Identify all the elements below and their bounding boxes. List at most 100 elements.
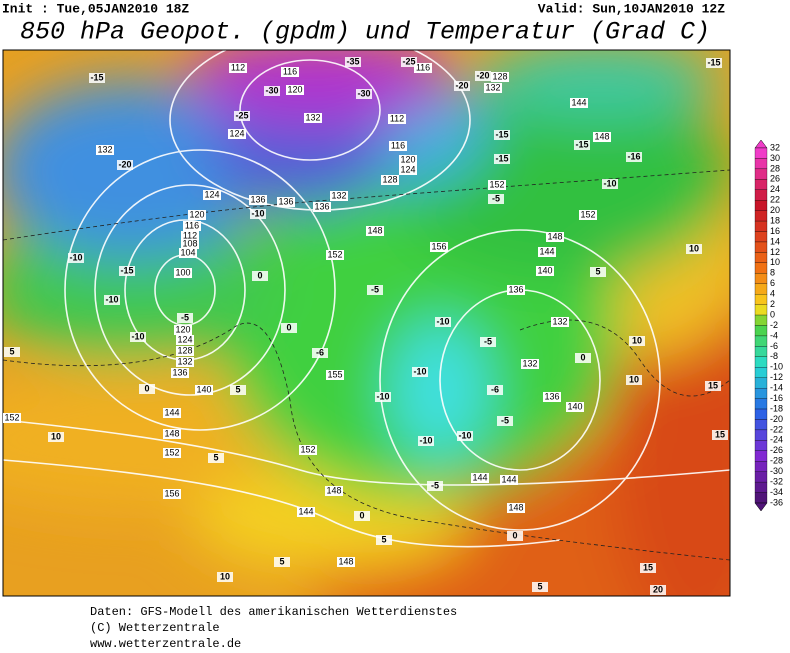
temperature-label-box [250, 209, 266, 219]
legend-swatch [754, 200, 768, 211]
temperature-label: -15 [90, 72, 103, 82]
geopotential-label: 116 [416, 62, 430, 72]
temperature-label: -5 [501, 415, 509, 425]
geopotential-label-box [579, 210, 597, 220]
geopotential-label: 132 [97, 144, 112, 154]
geopotential-label: 148 [326, 485, 341, 495]
legend-label: 28 [770, 163, 780, 173]
geopotential-label: 144 [539, 246, 554, 256]
map-title: 850 hPa Geopot. (gpdm) und Temperatur (G… [20, 18, 710, 47]
legend-label: -8 [770, 351, 778, 361]
geopotential-label: 116 [391, 140, 405, 150]
geopotential-label: 136 [544, 391, 559, 401]
geopotential-label-box [163, 489, 181, 499]
geopotential-label-box [304, 113, 322, 123]
temperature-label-box [104, 295, 120, 305]
legend-swatch [754, 481, 768, 493]
temperature-label-box [367, 285, 383, 295]
temperature-label-box [217, 572, 233, 582]
temperature-label-box [640, 563, 656, 573]
geopotential-label: 148 [508, 502, 523, 512]
geopotential-label-box [313, 202, 331, 212]
legend-label: 26 [770, 174, 780, 184]
geopotential-label-box [491, 72, 509, 82]
geopotential-label-box [3, 413, 21, 423]
geopotential-label: 136 [314, 201, 329, 211]
geopotential-label: 152 [300, 444, 315, 454]
geopotential-label-box [570, 98, 588, 108]
legend-label: 14 [770, 236, 780, 246]
legend-swatch [754, 429, 768, 441]
geopotential-label: 124 [400, 164, 415, 174]
temperature-label: -35 [346, 56, 359, 66]
temperature-label: -10 [131, 331, 144, 341]
temperature-label-box [208, 453, 224, 463]
geopotential-label: 148 [547, 231, 562, 241]
legend-swatch [754, 346, 768, 357]
temperature-label: 0 [286, 322, 291, 332]
legend-swatch [754, 367, 768, 378]
geopotential-label-box [181, 231, 199, 241]
geopotential-label: 112 [231, 62, 245, 72]
legend-label: -10 [770, 362, 783, 372]
geopotential-label: 120 [189, 209, 204, 219]
temperature-label: -10 [251, 208, 264, 218]
geopotential-label: 112 [390, 113, 404, 123]
legend-swatch [754, 210, 768, 222]
legend-swatch [754, 294, 768, 305]
temperature-label-box [494, 154, 510, 164]
temperature-label-box [230, 385, 246, 395]
legend-label: 10 [770, 257, 780, 267]
temperature-label: -10 [105, 294, 118, 304]
temperature-label: -10 [69, 252, 82, 262]
geopotential-label: 124 [229, 128, 244, 138]
legend-arrow-bottom [754, 502, 768, 512]
temperature-label-box [48, 432, 64, 442]
legend-swatch [754, 283, 768, 295]
temperature-label: -20 [476, 70, 489, 80]
temperature-label: 0 [512, 530, 517, 540]
temperature-label: -20 [455, 80, 468, 90]
geopotential-label-box [174, 325, 192, 335]
temperature-label-box [488, 194, 504, 204]
geopotential-label: 148 [594, 131, 609, 141]
legend-swatch [754, 189, 768, 201]
geopotential-label: 140 [567, 401, 582, 411]
legend-swatch [754, 262, 768, 274]
legend-swatch [754, 314, 768, 326]
geopotential-label: 120 [287, 84, 302, 94]
temperature-label: -10 [436, 316, 449, 326]
geopotential-label-box [183, 221, 201, 231]
geopotential-label: 128 [382, 174, 397, 184]
geopotential-label: 124 [204, 189, 219, 199]
geopotential-label-box [507, 285, 525, 295]
legend-swatch [754, 398, 768, 410]
legend-swatch [754, 440, 768, 451]
legend-label: 8 [770, 268, 775, 278]
temperature-label: -15 [707, 57, 720, 67]
temperature-label: -25 [402, 56, 415, 66]
legend-label: -32 [770, 476, 783, 486]
legend-label: -18 [770, 403, 783, 413]
temperature-label: -10 [413, 366, 426, 376]
legend-label: 0 [770, 309, 775, 319]
temperature-label-box [454, 81, 470, 91]
temperature-label: 10 [632, 335, 642, 345]
temperature-label-box [427, 481, 443, 491]
geopotential-label-box [326, 370, 344, 380]
legend-swatch [754, 356, 768, 368]
geopotential-label-box [203, 190, 221, 200]
geopotential-label: 136 [172, 367, 187, 377]
geopotential-label-box [538, 247, 556, 257]
temperature-label: -5 [181, 312, 189, 322]
geopotential-label: 100 [175, 267, 190, 277]
geopotential-label-box [414, 63, 432, 73]
legend-swatch [754, 325, 768, 337]
legend-label: -24 [770, 435, 783, 445]
temperature-label: -5 [492, 193, 500, 203]
temperature-label: 5 [213, 452, 218, 462]
temperature-label: -30 [357, 88, 370, 98]
legend-label: -28 [770, 456, 783, 466]
temperature-label-box [532, 582, 548, 592]
geopotential-label-box [399, 155, 417, 165]
